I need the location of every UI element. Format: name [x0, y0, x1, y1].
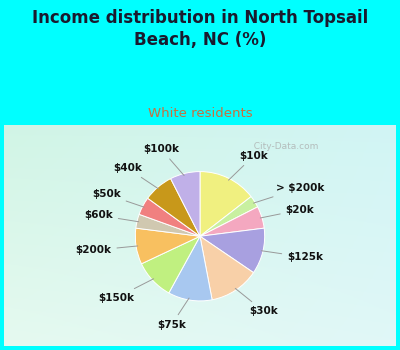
Text: $20k: $20k	[260, 205, 314, 218]
Text: City-Data.com: City-Data.com	[248, 142, 318, 151]
Text: $10k: $10k	[228, 151, 268, 180]
Text: $60k: $60k	[84, 210, 139, 222]
Text: $50k: $50k	[92, 189, 144, 207]
Text: $125k: $125k	[261, 251, 323, 262]
Wedge shape	[200, 236, 254, 300]
Wedge shape	[139, 198, 200, 236]
Wedge shape	[171, 172, 200, 236]
Text: $40k: $40k	[113, 163, 158, 189]
Wedge shape	[136, 214, 200, 236]
Wedge shape	[148, 178, 200, 236]
Wedge shape	[200, 207, 264, 236]
Wedge shape	[142, 236, 200, 293]
Text: $30k: $30k	[235, 288, 278, 316]
Wedge shape	[200, 197, 258, 236]
Text: Income distribution in North Topsail
Beach, NC (%): Income distribution in North Topsail Bea…	[32, 9, 368, 49]
Text: White residents: White residents	[148, 107, 252, 120]
Text: $100k: $100k	[143, 144, 184, 176]
Wedge shape	[200, 228, 265, 273]
Wedge shape	[135, 228, 200, 264]
Text: $200k: $200k	[76, 245, 138, 255]
Wedge shape	[169, 236, 212, 301]
Wedge shape	[200, 172, 251, 236]
Text: $150k: $150k	[99, 279, 154, 303]
Text: $75k: $75k	[157, 298, 189, 330]
Text: > $200k: > $200k	[254, 183, 324, 203]
